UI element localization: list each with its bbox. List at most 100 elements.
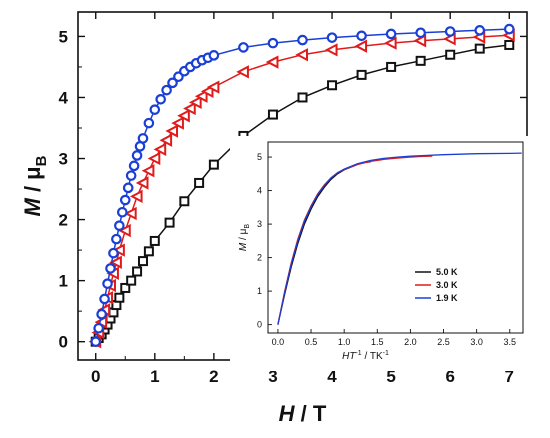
main-data-point-circle	[444, 26, 456, 37]
main-y-tick-label: 3	[59, 150, 68, 169]
inset-x-tick-label: 1.0	[338, 337, 351, 347]
main-data-point-circle	[90, 336, 102, 347]
inset-y-axis-label: M / μB	[238, 224, 251, 251]
main-data-point-circle	[238, 42, 249, 53]
main-data-point-square	[208, 159, 219, 170]
main-data-point-triangle	[171, 116, 184, 130]
main-data-point-circle	[356, 30, 367, 42]
main-data-point-circle	[503, 23, 515, 35]
main-data-point-triangle	[177, 109, 190, 123]
inset-y-tick-label: 3	[257, 219, 262, 229]
main-data-point-triangle	[118, 223, 131, 238]
main-data-point-circle	[119, 194, 131, 206]
main-data-point-circle	[415, 27, 426, 39]
main-data-point-triangle	[141, 164, 155, 178]
main-data-point-triangle	[236, 65, 249, 79]
inset-plot-frame	[267, 141, 524, 334]
inset-x-axis-symbol: HT	[342, 351, 356, 362]
main-data-point-circle	[267, 37, 279, 49]
inset-y-axis-symbol: M	[238, 242, 249, 251]
main-y-axis-unit: / μ	[20, 166, 45, 198]
main-data-point-triangle	[383, 36, 397, 50]
main-data-point-circle	[161, 84, 172, 96]
main-x-tick-label: 3	[268, 367, 277, 386]
main-x-tick-label: 5	[386, 367, 395, 386]
inset-y-tick-label: 5	[257, 152, 262, 162]
main-x-axis-unit: / T	[295, 401, 327, 426]
inset-x-tick-label: 1.5	[371, 337, 384, 347]
main-x-tick-label: 4	[327, 367, 337, 386]
main-data-point-square	[386, 61, 397, 72]
main-data-point-square	[445, 49, 456, 60]
main-data-point-circle	[208, 50, 220, 61]
main-y-axis-subscript: B	[33, 155, 50, 166]
main-data-point-triangle	[324, 43, 338, 57]
main-data-point-square	[297, 92, 308, 103]
main-data-point-circle	[297, 34, 308, 46]
main-y-axis-symbol: M	[20, 197, 45, 216]
main-data-point-circle	[167, 77, 178, 89]
inset-y-tick-label: 2	[257, 253, 262, 263]
main-data-point-triangle	[295, 48, 308, 62]
main-data-point-circle	[474, 25, 486, 36]
main-data-point-square	[149, 235, 160, 246]
main-data-point-square	[415, 55, 426, 66]
main-data-point-triangle	[109, 255, 122, 269]
main-data-point-circle	[108, 247, 119, 259]
main-y-tick-label: 1	[59, 272, 68, 291]
main-data-point-circle	[117, 206, 128, 218]
main-data-point-square	[356, 69, 367, 80]
main-data-point-triangle	[206, 80, 220, 94]
main-x-axis-symbol: H	[279, 401, 296, 426]
main-data-point-square	[164, 217, 175, 228]
main-data-point-triangle	[413, 34, 427, 48]
main-data-point-circle	[143, 117, 155, 129]
inset-y-tick-label: 1	[257, 286, 262, 296]
main-x-tick-label: 0	[91, 367, 100, 386]
main-data-point-square	[126, 275, 137, 286]
main-y-tick-label: 5	[59, 27, 68, 46]
inset-y-axis-subscript: B	[244, 224, 251, 229]
main-x-tick-label: 1	[150, 367, 159, 386]
inset-y-tick-label: 4	[257, 186, 262, 196]
main-data-point-square	[504, 39, 515, 50]
inset-x-axis-label: HT-1 / TK-1	[342, 350, 389, 362]
main-data-point-square	[179, 196, 190, 207]
main-data-point-triangle	[183, 101, 196, 116]
main-data-point-circle	[128, 160, 140, 172]
inset-x-axis-unit: / TK	[362, 351, 383, 362]
main-data-point-triangle	[354, 39, 368, 53]
main-data-point-square	[327, 80, 338, 91]
inset-legend-label: 5.0 K	[436, 267, 458, 277]
inset-x-tick-label: 0.5	[305, 337, 318, 347]
main-data-point-triangle	[189, 95, 202, 110]
main-data-point-circle	[122, 182, 134, 194]
main-data-point-circle	[105, 263, 116, 274]
main-data-point-circle	[155, 94, 167, 105]
main-data-point-triangle	[194, 89, 208, 103]
main-data-point-circle	[149, 104, 161, 115]
inset-x-axis-unit-superscript: -1	[383, 350, 389, 357]
main-data-point-circle	[125, 170, 137, 181]
main-data-point-square	[143, 246, 154, 257]
inset-legend-label: 1.9 K	[436, 293, 458, 303]
main-y-axis-label: M / μB	[20, 155, 50, 216]
main-x-tick-label: 7	[505, 367, 514, 386]
main-y-tick-label: 0	[59, 333, 68, 352]
main-data-point-square	[132, 266, 143, 277]
main-data-point-circle	[131, 150, 143, 161]
main-data-point-circle	[326, 32, 338, 43]
inset-x-tick-label: 3.5	[503, 337, 516, 347]
main-data-point-circle	[99, 293, 110, 305]
main-data-point-triangle	[135, 176, 149, 190]
main-data-point-circle	[137, 133, 149, 144]
main-data-point-circle	[385, 28, 397, 40]
main-data-point-square	[474, 43, 485, 54]
inset-y-axis-unit: / μ	[238, 228, 249, 242]
main-data-point-triangle	[153, 142, 167, 157]
main-data-point-triangle	[124, 206, 137, 221]
main-y-tick-label: 2	[59, 211, 68, 230]
main-data-point-square	[194, 177, 205, 188]
main-data-point-square	[114, 292, 125, 303]
